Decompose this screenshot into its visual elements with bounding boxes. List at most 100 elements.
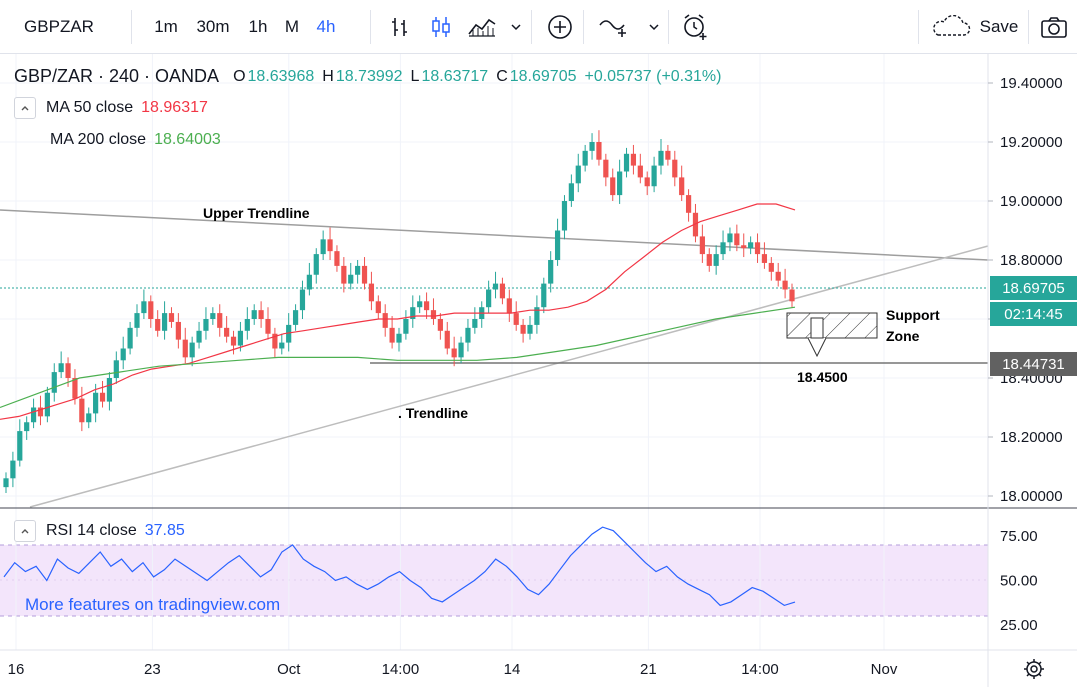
candle-body	[685, 195, 692, 213]
ma200-legend: MA 200 close 18.64003	[50, 131, 221, 149]
low-label: L	[410, 67, 420, 85]
ma200-line	[0, 306, 796, 409]
price-tick-label: 18.20000	[1000, 429, 1063, 446]
lower-trendline	[29, 245, 989, 508]
candle-body	[10, 460, 16, 479]
candle-body	[37, 407, 44, 417]
interval-1h-button[interactable]: 1h	[248, 17, 268, 36]
support-price-tag: 18.44731	[990, 352, 1077, 376]
interval-30m-button[interactable]: 30m	[196, 17, 230, 36]
candles-icon[interactable]	[424, 0, 458, 54]
candle-body	[713, 254, 719, 266]
candle-body	[720, 242, 726, 255]
collapse-rsi-legend-button[interactable]	[14, 520, 36, 542]
time-tick-label: 16	[8, 661, 25, 678]
candle-body	[561, 201, 568, 231]
chevron-down-icon[interactable]	[504, 0, 528, 54]
add-compare-icon[interactable]	[540, 0, 580, 54]
candle-body	[189, 342, 195, 358]
rsi-label[interactable]: RSI 14 close	[46, 522, 137, 539]
candle-body	[272, 333, 278, 349]
candle-body	[706, 254, 712, 266]
candle-body	[610, 177, 616, 196]
bar-style-icon[interactable]	[384, 0, 416, 54]
candle-body	[486, 289, 492, 308]
price-tick-label: 19.40000	[1000, 75, 1063, 92]
save-button[interactable]: Save	[924, 0, 1024, 54]
candle-body	[79, 398, 85, 423]
symbol-title: GBP/ZAR · 240 · OANDA	[14, 66, 220, 86]
support-level-label: 18.4500	[797, 369, 848, 385]
candle-body	[361, 265, 368, 284]
candle-body	[754, 242, 761, 255]
candle-body	[651, 165, 657, 187]
toolbar-divider	[1028, 10, 1029, 44]
support-arrow-stem	[810, 317, 824, 339]
low-value: 18.63717	[421, 67, 489, 85]
candle-body	[554, 230, 561, 260]
candle-body	[99, 392, 106, 402]
ma50-legend: MA 50 close 18.96317	[14, 97, 208, 119]
candle-body	[430, 310, 437, 319]
candle-body	[258, 310, 264, 319]
candle-body	[699, 236, 705, 255]
candle-body	[237, 330, 244, 346]
change-value: +0.05737 (+0.31%)	[584, 67, 722, 85]
toolbar-divider	[668, 10, 669, 44]
price-tick-label: 18.80000	[1000, 252, 1063, 269]
candle-body	[134, 313, 140, 328]
toolbar-divider	[131, 10, 132, 44]
candle-body	[265, 319, 271, 334]
candle-body	[748, 242, 754, 249]
candle-body	[148, 301, 154, 319]
time-axis[interactable]: 16 23 Oct 14:00 14 21 14:00 Nov	[8, 661, 898, 678]
support-zone-label-1: Support	[886, 307, 940, 323]
tradingview-watermark[interactable]: More features on tradingview.com	[25, 595, 281, 614]
candle-body	[492, 283, 499, 290]
candle-body	[375, 301, 381, 314]
chevron-down-icon[interactable]	[642, 0, 666, 54]
ma200-label[interactable]: MA 200 close	[50, 131, 147, 148]
time-tick-label: 14	[504, 661, 521, 678]
candle-body	[520, 324, 526, 334]
high-value: 18.73992	[335, 67, 403, 85]
ma200-value: 18.64003	[154, 131, 221, 148]
candle-body	[423, 301, 430, 311]
upper-trendline-label: Upper Trendline	[203, 205, 310, 221]
candle-body	[727, 233, 733, 243]
candle-body	[623, 153, 630, 172]
candle-body	[437, 319, 443, 331]
candle-body	[120, 348, 126, 361]
close-label: C	[496, 67, 508, 85]
candle-body	[93, 392, 99, 414]
candle-body	[161, 313, 168, 331]
candle-body	[472, 319, 478, 328]
drawing-line-icon[interactable]	[594, 0, 634, 54]
candle-body	[789, 289, 795, 302]
interval-1m-button[interactable]: 1m	[154, 17, 178, 36]
rsi-tick-label: 25.00	[1000, 617, 1038, 634]
candle-body	[251, 310, 257, 319]
ma50-label[interactable]: MA 50 close	[46, 99, 134, 116]
candle-body	[113, 360, 119, 378]
candle-body	[582, 150, 588, 166]
interval-4h-button[interactable]: 4h	[316, 17, 336, 36]
indicators-icon[interactable]	[464, 0, 500, 54]
candle-body	[244, 319, 250, 331]
camera-icon[interactable]	[1034, 0, 1074, 54]
collapse-legend-button[interactable]	[14, 97, 36, 119]
candle-body	[292, 310, 299, 325]
support-zone-box	[786, 312, 878, 339]
time-tick-label: Nov	[871, 661, 898, 678]
candle-body	[3, 478, 9, 488]
candle-body	[368, 283, 375, 302]
candles	[3, 130, 795, 494]
settings-gear-icon[interactable]	[1024, 659, 1044, 679]
candle-body	[658, 150, 664, 166]
symbol-search-button[interactable]: GBPZAR	[24, 17, 94, 36]
price-chart[interactable]: 18.0000018.2000018.4000018.6000018.80000…	[0, 54, 1077, 687]
rsi-axis[interactable]: 25.00 50.00 75.00	[1000, 528, 1038, 634]
alert-icon[interactable]	[674, 0, 716, 54]
interval-month-button[interactable]: M	[284, 17, 300, 36]
ma50-line	[0, 203, 796, 420]
